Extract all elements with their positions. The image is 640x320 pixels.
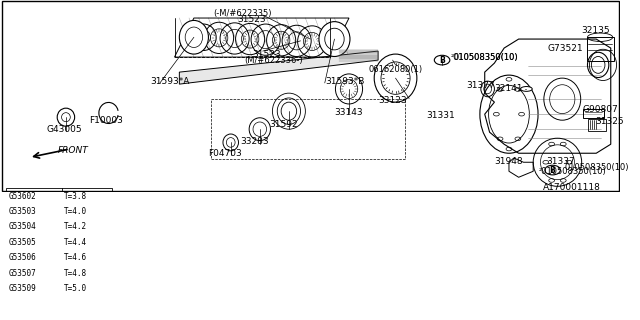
Text: 06162080(1): 06162080(1): [369, 65, 422, 74]
Text: T=4.0: T=4.0: [64, 207, 87, 216]
Polygon shape: [179, 51, 378, 84]
Text: 010508350(10): 010508350(10): [564, 163, 628, 172]
Text: 31593*A: 31593*A: [150, 76, 189, 86]
Text: T=5.0: T=5.0: [64, 284, 87, 293]
Text: F04703: F04703: [209, 149, 242, 158]
Text: 31948: 31948: [495, 156, 523, 165]
Text: 31523: 31523: [237, 15, 266, 24]
Text: T=4.6: T=4.6: [64, 253, 87, 262]
Ellipse shape: [520, 86, 532, 91]
Text: ²010508350(10): ²010508350(10): [451, 52, 518, 61]
Text: 31325: 31325: [595, 117, 624, 126]
Text: (M/#622336-): (M/#622336-): [244, 56, 303, 65]
Text: 33283: 33283: [241, 137, 269, 146]
Text: G53503: G53503: [8, 207, 36, 216]
Ellipse shape: [319, 22, 350, 57]
Text: 31337: 31337: [546, 156, 575, 165]
Bar: [586, 37, 614, 61]
Text: G53507: G53507: [8, 268, 36, 277]
Text: G90807: G90807: [582, 105, 618, 114]
Ellipse shape: [179, 20, 209, 54]
Text: FRONT: FRONT: [58, 146, 89, 155]
Bar: [211, 99, 405, 159]
Text: T=4.8: T=4.8: [64, 268, 87, 277]
Text: A170001118: A170001118: [543, 183, 601, 192]
Bar: [6, 281, 112, 296]
Text: 31377: 31377: [467, 81, 495, 90]
Bar: [6, 250, 112, 265]
Text: G73521: G73521: [548, 44, 584, 52]
Text: G43005: G43005: [47, 125, 82, 134]
Text: G53602: G53602: [8, 192, 36, 201]
Text: 31592: 31592: [269, 121, 298, 130]
Text: T=3.8: T=3.8: [64, 192, 87, 201]
Text: 32135: 32135: [582, 26, 611, 35]
Bar: [582, 109, 604, 118]
Text: T=4.2: T=4.2: [64, 222, 87, 231]
Ellipse shape: [481, 81, 495, 97]
Text: 32141: 32141: [495, 84, 523, 93]
Text: G53504: G53504: [8, 222, 36, 231]
Text: 33123: 33123: [378, 96, 406, 106]
Text: G53509: G53509: [8, 284, 36, 293]
Text: 010508350(10): 010508350(10): [454, 52, 518, 61]
Text: G53505: G53505: [8, 238, 36, 247]
Bar: [6, 188, 112, 204]
Text: 33143: 33143: [335, 108, 363, 117]
Bar: [6, 204, 112, 219]
Text: G53506: G53506: [8, 253, 36, 262]
Text: B: B: [439, 56, 445, 65]
Text: B: B: [550, 165, 556, 175]
Bar: [6, 235, 112, 250]
Bar: [6, 265, 112, 281]
Text: T=4.4: T=4.4: [64, 238, 87, 247]
Bar: [6, 219, 112, 235]
Text: F10003: F10003: [89, 116, 123, 125]
Text: (-M/#622335): (-M/#622335): [213, 9, 272, 18]
Text: ²010508350(10): ²010508350(10): [539, 167, 607, 176]
Bar: [588, 119, 606, 131]
Text: 31331: 31331: [426, 111, 455, 120]
Text: 31523: 31523: [252, 50, 281, 59]
Text: 31593*B: 31593*B: [326, 76, 365, 86]
